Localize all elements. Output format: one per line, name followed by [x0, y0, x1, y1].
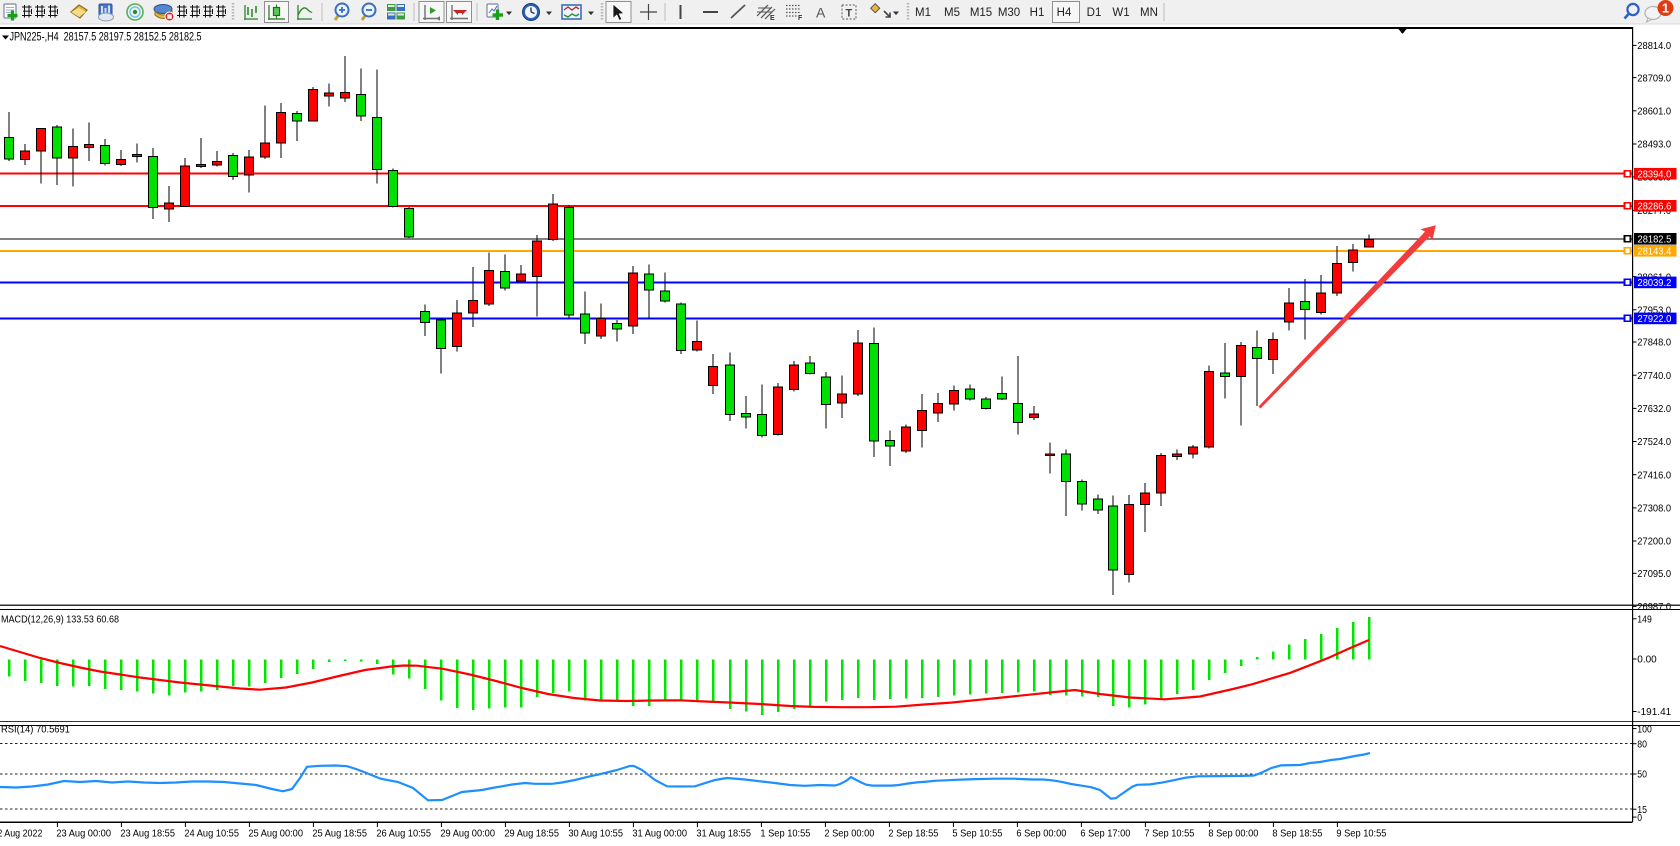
- svg-text:80: 80: [1637, 738, 1647, 750]
- svg-text:30 Aug 10:55: 30 Aug 10:55: [568, 828, 623, 840]
- svg-text:27740.0: 27740.0: [1637, 370, 1671, 382]
- svg-text:149: 149: [1637, 614, 1652, 626]
- svg-text:0.00: 0.00: [1637, 654, 1657, 666]
- svg-text:23 Aug 18:55: 23 Aug 18:55: [120, 828, 175, 840]
- svg-text:6 Sep 00:00: 6 Sep 00:00: [1016, 828, 1066, 840]
- svg-text:28814.0: 28814.0: [1637, 40, 1671, 52]
- svg-text:50: 50: [1637, 769, 1647, 781]
- svg-text:27308.0: 27308.0: [1637, 503, 1671, 515]
- svg-text:28143.4: 28143.4: [1638, 246, 1672, 258]
- svg-text:27848.0: 27848.0: [1637, 337, 1671, 349]
- svg-text:27416.0: 27416.0: [1637, 469, 1671, 481]
- svg-text:15: 15: [1637, 804, 1647, 816]
- svg-text:JPN225-,H4 28157.5 28197.5 28: JPN225-,H4 28157.5 28197.5 28152.5 28182…: [10, 32, 202, 44]
- svg-text:0: 0: [1637, 812, 1642, 824]
- svg-text:W1: W1: [1112, 7, 1129, 19]
- svg-text:2 Sep 00:00: 2 Sep 00:00: [824, 828, 874, 840]
- svg-text:22 Aug 2022: 22 Aug 2022: [0, 828, 43, 840]
- svg-text:26 Aug 10:55: 26 Aug 10:55: [376, 828, 431, 840]
- svg-text:31 Aug 00:00: 31 Aug 00:00: [632, 828, 687, 840]
- svg-text:25 Aug 00:00: 25 Aug 00:00: [248, 828, 303, 840]
- svg-text:28039.2: 28039.2: [1638, 277, 1672, 289]
- svg-text:6 Sep 17:00: 6 Sep 17:00: [1080, 828, 1130, 840]
- svg-text:27922.0: 27922.0: [1638, 313, 1672, 325]
- svg-text:H4: H4: [1057, 7, 1072, 19]
- svg-text:5 Sep 10:55: 5 Sep 10:55: [952, 828, 1002, 840]
- svg-text:28493.0: 28493.0: [1637, 139, 1671, 151]
- svg-text:MN: MN: [1140, 7, 1158, 19]
- svg-text:E: E: [770, 15, 775, 22]
- svg-text:T: T: [846, 8, 853, 20]
- svg-text:1 Sep 10:55: 1 Sep 10:55: [760, 828, 810, 840]
- svg-text:27524.0: 27524.0: [1637, 436, 1671, 448]
- svg-text:H1: H1: [1030, 7, 1045, 19]
- svg-text:7 Sep 10:55: 7 Sep 10:55: [1144, 828, 1194, 840]
- svg-text:28182.5: 28182.5: [1638, 234, 1672, 246]
- svg-text:28601.0: 28601.0: [1637, 106, 1671, 118]
- svg-text:27200.0: 27200.0: [1637, 536, 1671, 548]
- svg-text:M5: M5: [944, 7, 960, 19]
- svg-text:RSI(14) 70.5691: RSI(14) 70.5691: [1, 724, 70, 736]
- svg-text:8 Sep 00:00: 8 Sep 00:00: [1208, 828, 1258, 840]
- svg-text:-191.41: -191.41: [1637, 706, 1671, 718]
- svg-text:100: 100: [1637, 723, 1652, 735]
- svg-text:31 Aug 18:55: 31 Aug 18:55: [696, 828, 751, 840]
- svg-text:28709.0: 28709.0: [1637, 72, 1671, 84]
- svg-text:1: 1: [1662, 1, 1669, 16]
- svg-text:D1: D1: [1087, 7, 1102, 19]
- svg-text:M1: M1: [915, 7, 931, 19]
- svg-text:28286.6: 28286.6: [1638, 201, 1672, 213]
- svg-text:9 Sep 10:55: 9 Sep 10:55: [1336, 828, 1386, 840]
- svg-text:27095.0: 27095.0: [1637, 568, 1671, 580]
- svg-text:25 Aug 18:55: 25 Aug 18:55: [312, 828, 367, 840]
- svg-text:24 Aug 10:55: 24 Aug 10:55: [184, 828, 239, 840]
- svg-text:26987.0: 26987.0: [1637, 601, 1671, 613]
- svg-text:23 Aug 00:00: 23 Aug 00:00: [56, 828, 111, 840]
- svg-text:A: A: [816, 5, 826, 21]
- svg-text:2 Sep 18:55: 2 Sep 18:55: [888, 828, 938, 840]
- svg-text:29 Aug 00:00: 29 Aug 00:00: [440, 828, 495, 840]
- svg-text:27632.0: 27632.0: [1637, 403, 1671, 415]
- svg-text:8 Sep 18:55: 8 Sep 18:55: [1272, 828, 1322, 840]
- svg-text:M30: M30: [998, 7, 1020, 19]
- svg-text:F: F: [798, 15, 803, 22]
- svg-text:29 Aug 18:55: 29 Aug 18:55: [504, 828, 559, 840]
- svg-text:28394.0: 28394.0: [1638, 169, 1672, 181]
- svg-text:MACD(12,26,9) 133.53 60.68: MACD(12,26,9) 133.53 60.68: [1, 614, 119, 626]
- svg-text:M15: M15: [970, 7, 992, 19]
